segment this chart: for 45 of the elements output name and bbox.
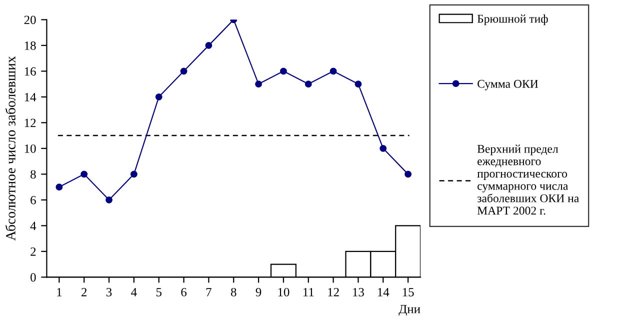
x-tick-label: 15 [402,288,414,296]
y-tick-label: 12 [24,118,36,128]
point [56,184,63,191]
y-tick-label: 14 [24,93,36,102]
x-tick-label: 14 [378,288,390,296]
y-tick-label: 6 [30,196,36,204]
y-axis-title: Абсолютное число заболевших [5,56,16,241]
point [380,144,387,152]
x-tick-label: 9 [256,288,262,296]
y-tick-label: 2 [30,247,36,256]
y-tick-label: 10 [24,144,36,153]
point [180,68,188,75]
point [404,170,412,178]
x-axis-title: Дни [398,304,420,316]
point [330,68,337,75]
legend-label: Сумма ОКИ [478,80,538,90]
point [205,42,212,49]
point [130,170,138,178]
x-tick-label: 3 [106,288,112,296]
x-tick-label: 4 [131,288,137,296]
x-tick-label: 5 [156,288,162,296]
y-tick-label: 20 [24,16,36,24]
y-tick-label: 4 [30,222,36,230]
point [354,80,362,88]
point [80,170,88,178]
x-tick-label: 10 [278,288,290,296]
point [106,196,112,204]
x-tick-label: 6 [181,288,187,296]
x-tick-label: 2 [82,288,87,296]
x-tick-label: 1 [57,288,62,296]
legend-label: Брюшной тиф [477,14,548,26]
x-tick-label: 13 [353,288,364,296]
point [280,68,287,75]
y-tick-label: 18 [24,41,36,50]
y-tick-label: 8 [30,170,36,179]
y-tick-label: 16 [24,67,36,76]
x-tick-label: 8 [230,288,236,296]
y-tick-label: 0 [30,273,36,282]
point [304,80,312,88]
legend-label: Верхний предел ежедневного прогностического суммарного числа заболевших ОКИ на МАРТ 2002 г. [477,144,579,215]
x-tick-label: 12 [328,288,339,296]
point [255,80,262,88]
x-tick-label: 11 [303,288,314,296]
x-tick-label: 7 [206,288,212,296]
point [155,93,162,100]
